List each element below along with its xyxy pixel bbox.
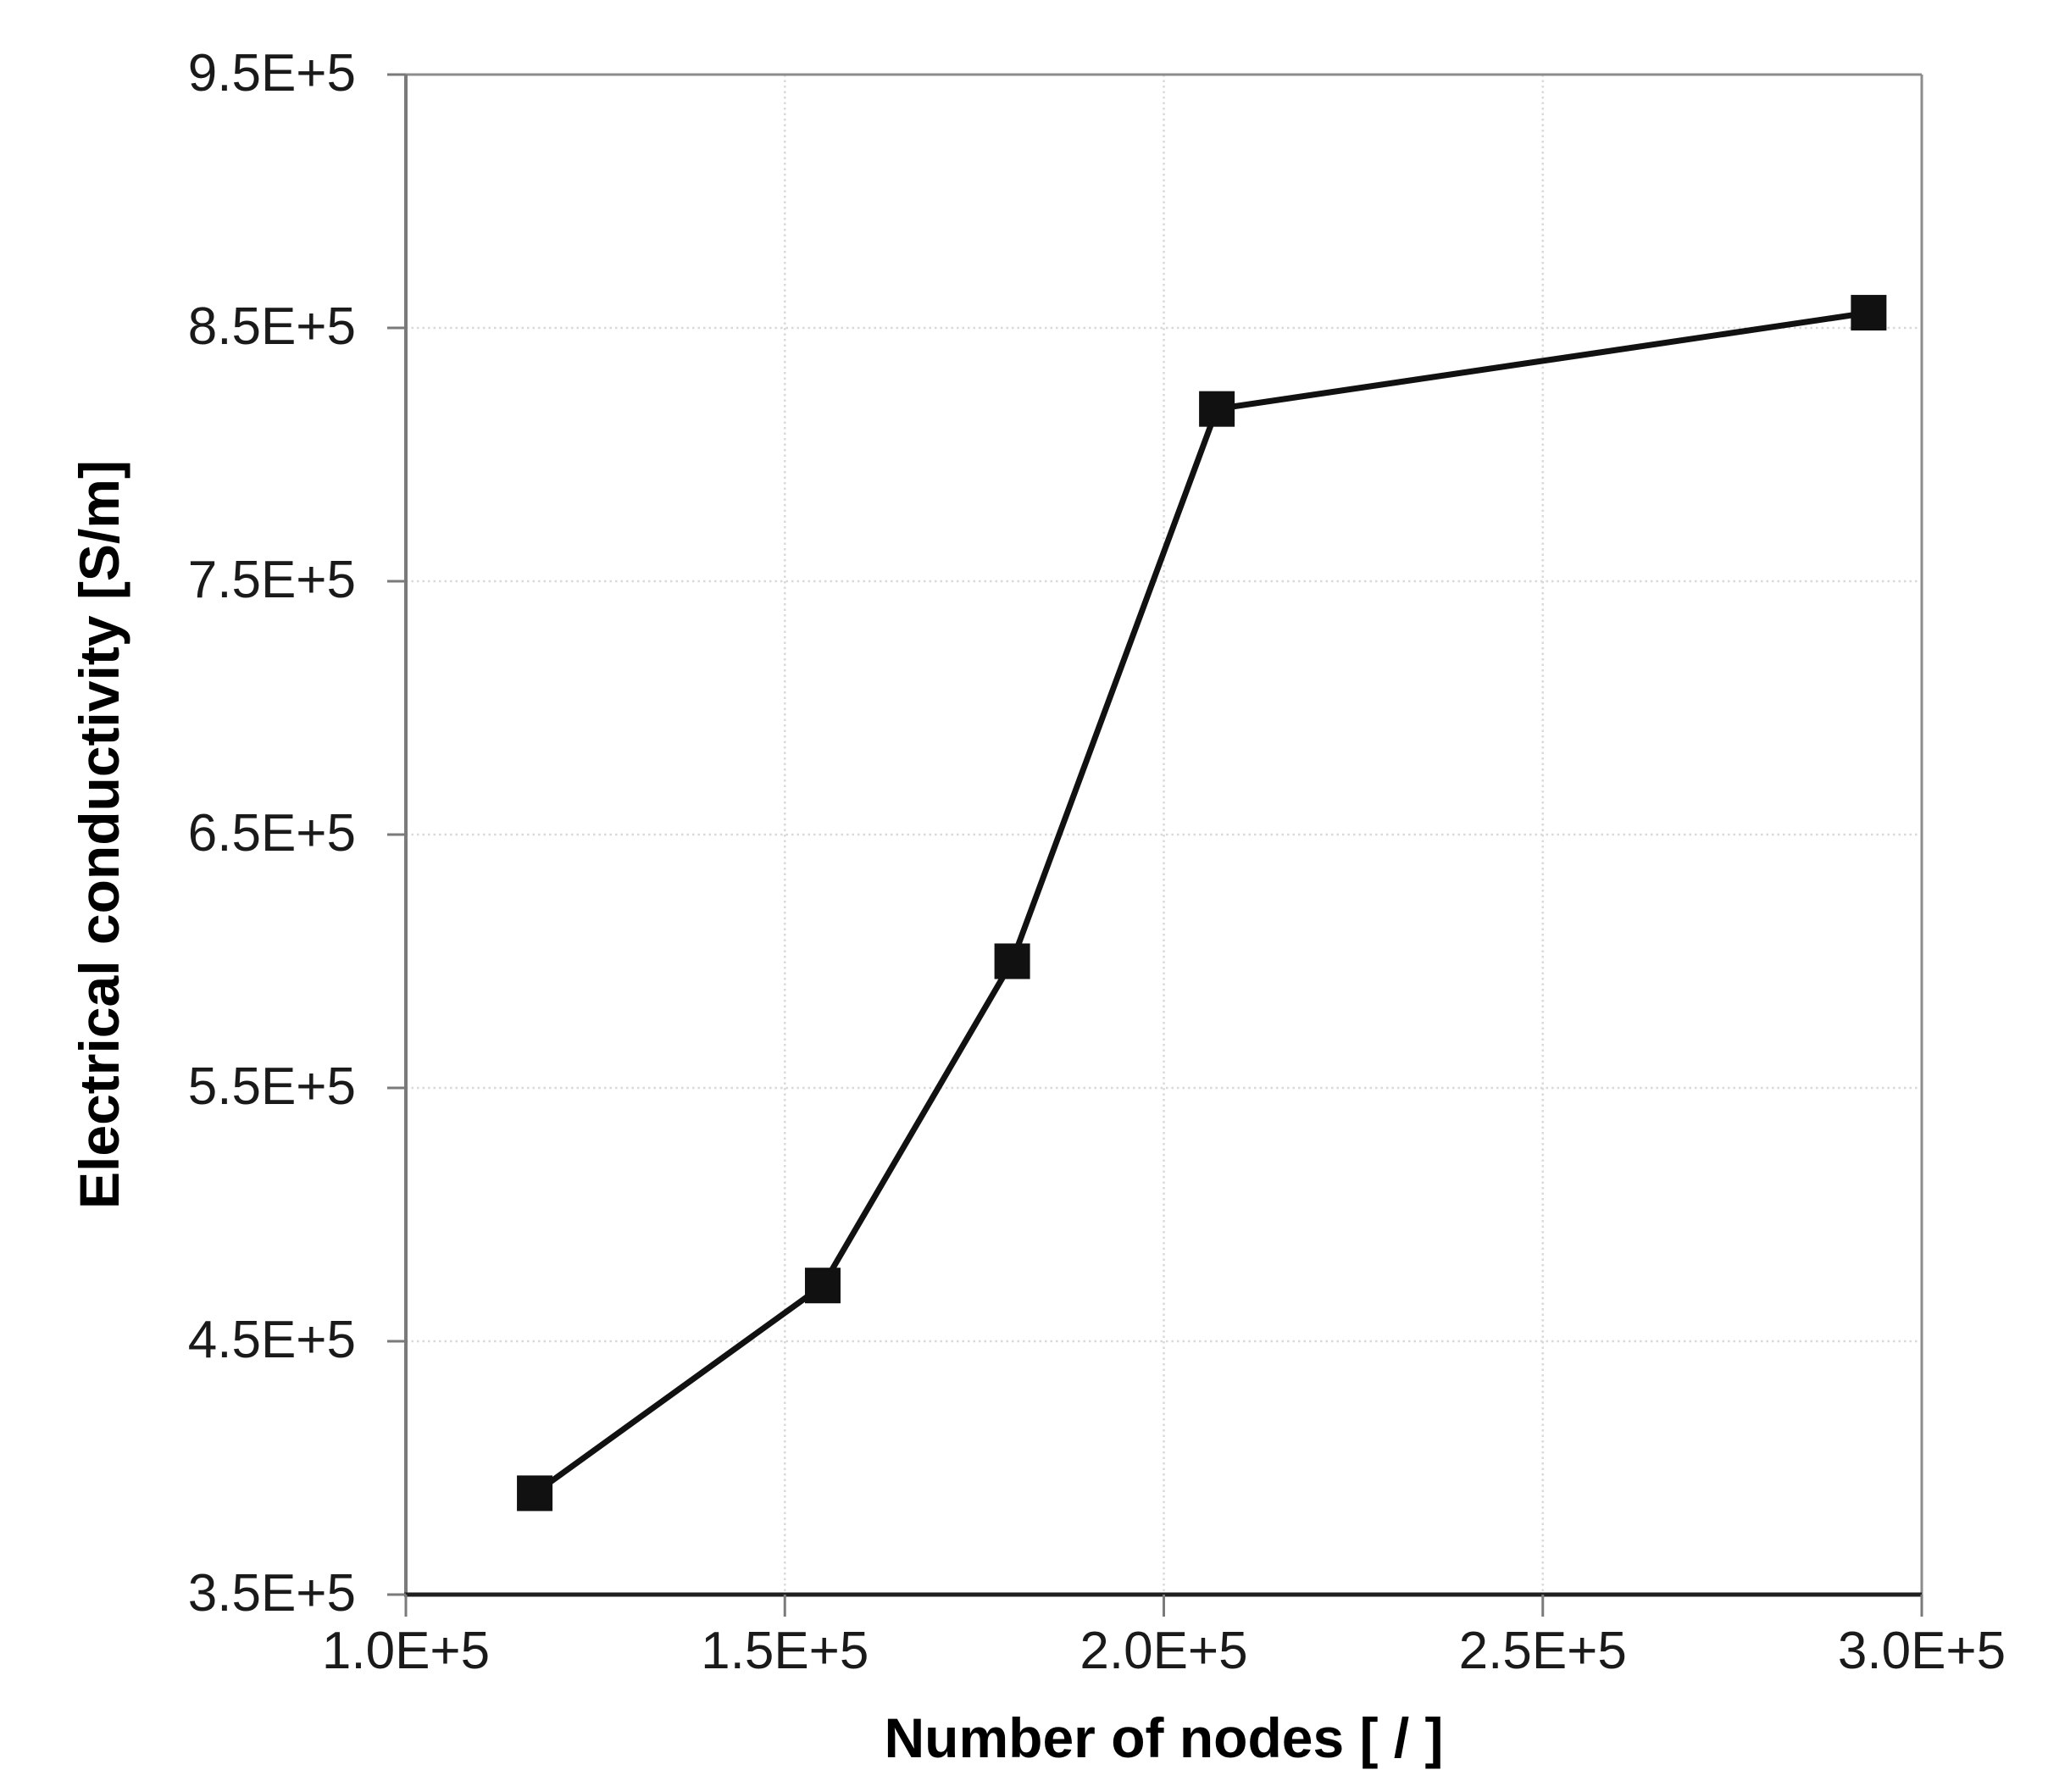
- y-tick-label: 5.5E+5: [187, 1057, 356, 1116]
- x-axis-title: Number of nodes [ / ]: [884, 1706, 1444, 1769]
- gridlines: [406, 75, 1922, 1595]
- series-line: [533, 309, 1869, 1496]
- y-tick-label: 7.5E+5: [187, 550, 356, 609]
- x-tick-label: 2.0E+5: [1080, 1622, 1248, 1680]
- data-point-marker: [517, 1475, 553, 1512]
- y-tick-label: 4.5E+5: [187, 1310, 356, 1369]
- plot-border: [406, 73, 1923, 1596]
- y-tick-label: 6.5E+5: [187, 803, 356, 863]
- y-tick-label: 3.5E+5: [187, 1563, 356, 1623]
- y-axis-title: Electrical conductivity [S/m]: [68, 460, 130, 1209]
- y-tick-label: 9.5E+5: [187, 43, 356, 103]
- x-tick-label: 1.0E+5: [321, 1622, 491, 1680]
- x-tick-label: 1.5E+5: [701, 1622, 869, 1680]
- y-tick-label: 8.5E+5: [187, 297, 356, 356]
- data-point-marker: [1199, 391, 1235, 427]
- data-series: [517, 295, 1887, 1512]
- data-point-marker: [804, 1268, 841, 1304]
- data-point-marker: [994, 943, 1030, 979]
- data-point-marker: [1851, 295, 1887, 331]
- x-tick-label: 3.0E+5: [1837, 1622, 2006, 1680]
- x-tick-label: 2.5E+5: [1458, 1622, 1627, 1680]
- tick-marks: [387, 73, 1923, 1617]
